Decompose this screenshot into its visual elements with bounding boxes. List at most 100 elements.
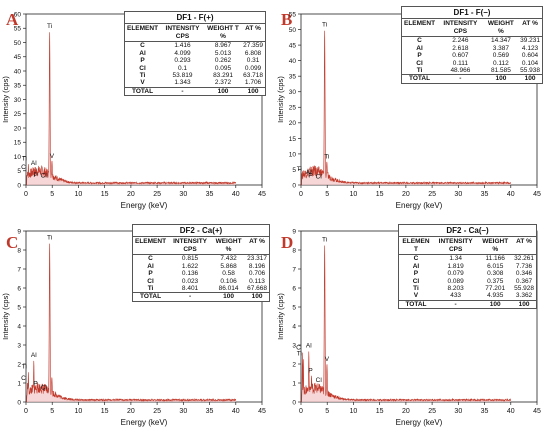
y-tick-label: 25 [14, 111, 22, 118]
table-row: P 0.079 0.308 0.346 [399, 270, 536, 277]
table-cell: 1.34 [449, 255, 462, 263]
table-cell: 77.201 [485, 285, 506, 292]
x-tick-label: 0 [299, 408, 303, 415]
table-header: WEIGHT % [478, 237, 513, 256]
table-cell: 1.819 [447, 262, 464, 270]
table-cell: P [417, 52, 422, 60]
table-cell: 0.346 [515, 270, 533, 278]
y-tick-label: 45 [289, 42, 297, 49]
table-cell: 48.966 [450, 67, 471, 74]
table-row: TOTAL -100 100 [125, 86, 265, 96]
x-tick-label: 10 [75, 191, 83, 198]
y-axis-label: Intensity (cps) [1, 293, 10, 340]
y-tick-label: 50 [14, 40, 22, 47]
y-tick-label: 40 [289, 58, 297, 65]
y-tick-label: 35 [14, 83, 22, 90]
peak-label: Ti [47, 234, 52, 241]
peak-label: Ti [324, 154, 329, 161]
table-row: TOTAL -100 100 [399, 299, 536, 309]
y-tick-label: 55 [289, 11, 297, 18]
table-header: AT % [512, 237, 536, 256]
y-tick-label: 9 [292, 228, 296, 235]
table-cell: 100 [241, 86, 265, 96]
peak-label: C [21, 375, 26, 382]
table-cell: 11.166 [485, 255, 505, 263]
y-tick-label: 50 [289, 27, 297, 34]
table-cell: Cl [416, 59, 423, 67]
table-cell: TOTAL [133, 292, 169, 301]
y-tick-label: 6 [17, 285, 21, 292]
table-cell: 7.432 [220, 255, 237, 263]
x-tick-label: 45 [258, 191, 266, 198]
table-cell: 4.123 [521, 44, 539, 52]
table-cell: 8.967 [214, 42, 232, 50]
peak-label: Ti [22, 364, 27, 371]
eds-table-a: DF1 - F(+) ELEMENT INTENSITY CPS WEIGHT T … [124, 11, 266, 97]
table-cell: C [148, 255, 153, 263]
peak-label: Ti [322, 236, 327, 243]
table-row: P 0.136 0.58 0.706 [133, 270, 269, 277]
peak-label: Al [306, 343, 312, 350]
x-tick-label: 0 [24, 408, 28, 415]
peak-label: P [33, 172, 37, 179]
panel-b: B 0 5 10 15 20 25 30 35 40 45 0 5 10 15 20 25 30 35 40 45 50… [275, 0, 550, 216]
x-tick-label: 25 [428, 408, 436, 415]
table-cell: 55.938 [520, 67, 540, 74]
x-tick-label: 40 [507, 408, 515, 415]
table-cell: 39.231 [520, 37, 540, 45]
y-tick-label: 0 [292, 399, 296, 406]
table-cell: 2.246 [452, 37, 469, 45]
x-tick-label: 30 [179, 191, 187, 198]
table-header: INTENSITY CPS [432, 237, 479, 256]
peak-label: C [21, 164, 26, 171]
peak-label: Ti [322, 22, 327, 29]
table-cell: 23.317 [247, 255, 267, 263]
x-tick-label: 35 [481, 191, 489, 198]
table-cell: V [140, 79, 145, 87]
table-cell: 100 [478, 299, 513, 309]
table-cell: 0.308 [487, 270, 504, 278]
peak-label: C [296, 345, 301, 352]
table-row: C 0.815 7.432 23.317 [133, 255, 269, 263]
table-cell: 2.372 [214, 79, 232, 87]
table-cell: 1.343 [174, 79, 191, 87]
table-header: ELEMENT [133, 237, 169, 256]
table-cell: 8.203 [447, 285, 464, 292]
table-header: WEIGHT % [483, 19, 519, 38]
table-cell: 0.023 [181, 277, 199, 285]
table-cell: 8.196 [248, 262, 266, 270]
y-tick-label: 20 [14, 125, 22, 132]
table-row: C 2.246 14.347 39.231 [402, 37, 542, 45]
x-tick-label: 35 [206, 191, 214, 198]
table-cell: 433 [450, 292, 462, 300]
table-cell: 100 [518, 74, 542, 83]
table-cell: 14.347 [490, 37, 511, 45]
x-tick-label: 5 [325, 408, 329, 415]
table-cell: Cl [139, 64, 146, 72]
x-tick-label: 40 [232, 408, 240, 415]
peak-label: Al [31, 160, 37, 167]
x-tick-label: 10 [350, 408, 358, 415]
y-tick-label: 1 [292, 380, 296, 387]
table-cell: 8.401 [181, 285, 199, 292]
table-header: ELEMENT [402, 19, 438, 38]
eds-table-c: DF2 - Ca(+) ELEMENT INTENSITY CPS WEIGHT %… [132, 224, 270, 302]
panel-label: C [6, 233, 19, 252]
x-tick-label: 10 [350, 191, 358, 198]
table-row: Cl 0.089 0.375 0.367 [399, 278, 536, 285]
table-title: DF1 - F(+) [125, 12, 265, 25]
y-tick-label: 6 [292, 285, 296, 292]
x-tick-label: 15 [376, 408, 384, 415]
x-tick-label: 45 [533, 408, 541, 415]
x-tick-label: 45 [258, 408, 266, 415]
table-cell: TOTAL [125, 86, 161, 96]
table-cell: 0.569 [492, 52, 510, 60]
table-cell: 7.736 [515, 262, 533, 270]
table-row: Ti 8.401 86.014 67.668 [133, 285, 269, 293]
table-cell: 0.106 [220, 277, 237, 285]
y-tick-label: 5 [292, 304, 296, 311]
y-tick-label: 10 [14, 154, 22, 161]
table-row: C 1.34 11.166 32.261 [399, 255, 536, 263]
table-cell: Cl [147, 277, 154, 285]
y-tick-label: 8 [17, 247, 21, 254]
